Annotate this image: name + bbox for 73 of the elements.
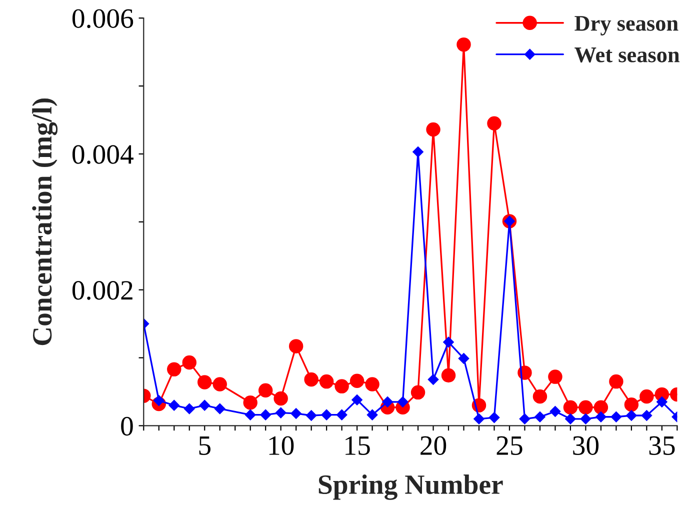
point [365, 377, 380, 392]
point [336, 409, 348, 420]
point [167, 362, 182, 376]
x-tick-label: 15 [346, 436, 370, 455]
x-tick-label: 5 [199, 436, 210, 455]
point [352, 394, 362, 406]
point [594, 400, 608, 414]
point [534, 411, 546, 422]
point [366, 409, 378, 420]
point [397, 396, 408, 408]
y-tick-label: 0 [121, 416, 133, 436]
point [153, 395, 164, 406]
point [656, 396, 668, 408]
point [532, 389, 548, 404]
point [199, 400, 210, 411]
point [306, 410, 317, 421]
point [350, 374, 364, 388]
point [640, 389, 654, 404]
point [275, 407, 286, 418]
point [610, 411, 622, 422]
point [212, 377, 227, 392]
y-tick-label: 0.004 [72, 145, 134, 164]
point [214, 403, 226, 414]
point [334, 379, 349, 394]
point [426, 122, 440, 137]
point [443, 336, 454, 348]
point [428, 374, 439, 385]
y-tick-label: 0.006 [72, 9, 134, 28]
point [410, 385, 426, 400]
point [474, 413, 484, 424]
point [641, 410, 652, 421]
x-tick-label: 25 [496, 436, 522, 455]
x-tick-label: 20 [420, 436, 446, 455]
point [197, 375, 212, 390]
point [458, 353, 470, 364]
point [565, 413, 576, 424]
point [488, 412, 500, 423]
point [184, 403, 195, 414]
x-axis-title: Spring Number [318, 474, 503, 500]
point [626, 410, 637, 421]
point [412, 146, 424, 158]
point [609, 374, 624, 389]
point [456, 37, 471, 52]
point [550, 406, 561, 417]
point [288, 339, 304, 354]
point [260, 409, 272, 420]
point [548, 370, 562, 384]
point [168, 400, 180, 411]
point [519, 413, 530, 424]
point [244, 409, 256, 420]
point [319, 374, 334, 389]
point [441, 368, 456, 383]
point [274, 391, 288, 406]
point [563, 400, 578, 414]
point [258, 383, 273, 398]
x-tick-label: 10 [269, 436, 294, 455]
y-tick-label: 0.002 [72, 280, 132, 300]
legend-label: Wet season [574, 48, 680, 62]
point [624, 398, 639, 412]
legend-label: Dry season [574, 16, 678, 36]
point [487, 116, 502, 130]
y-axis-title: Concentration (mg/l) [32, 98, 58, 346]
x-tick-label: 30 [573, 436, 599, 455]
point [290, 408, 302, 419]
point [580, 413, 592, 424]
point [578, 400, 593, 414]
point [304, 372, 318, 387]
point [243, 395, 258, 410]
point [182, 355, 196, 370]
point [321, 409, 332, 420]
point [596, 411, 606, 422]
point [382, 396, 393, 408]
x-tick-label: 35 [649, 436, 675, 455]
